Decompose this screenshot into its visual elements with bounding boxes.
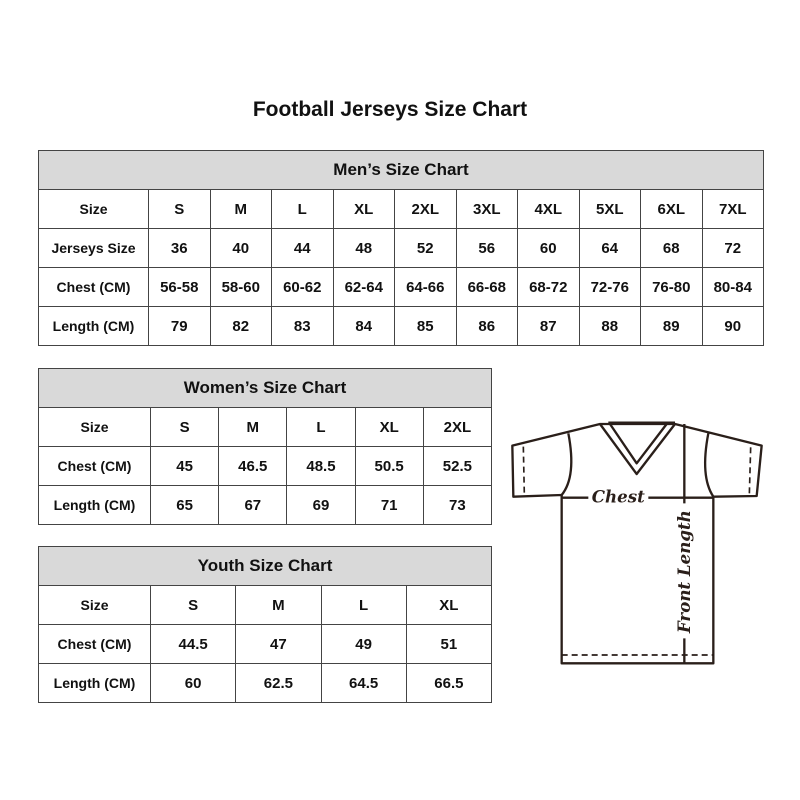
table-cell: 56	[455, 228, 518, 268]
table-cell: 52	[394, 228, 457, 268]
table-cell: 46.5	[218, 446, 288, 486]
table-caption: Women’s Size Chart	[38, 368, 492, 408]
table-cell: 49	[320, 624, 407, 664]
table-row: Size S M L XL 2XL 3XL 4XL 5XL 6XL 7XL	[38, 189, 764, 229]
row-label: Length (CM)	[38, 485, 151, 525]
table-cell: 36	[148, 228, 211, 268]
table-cell: L	[320, 585, 407, 625]
table-caption: Youth Size Chart	[38, 546, 492, 586]
row-label: Chest (CM)	[38, 624, 151, 664]
table-cell: 5XL	[578, 189, 641, 229]
row-label: Length (CM)	[38, 663, 151, 703]
table-cell: 51	[405, 624, 493, 664]
row-label: Size	[38, 189, 149, 229]
row-label: Chest (CM)	[38, 446, 151, 486]
table-cell: 84	[332, 306, 395, 346]
table-cell: 69	[286, 485, 356, 525]
table-cell: 72-76	[578, 267, 641, 307]
table-cell: 66.5	[405, 663, 493, 703]
table-cell: 4XL	[517, 189, 580, 229]
page-title: Football Jerseys Size Chart	[252, 98, 528, 121]
table-cell: 80-84	[701, 267, 764, 307]
table-cell: 6XL	[640, 189, 703, 229]
table-cell: 62-64	[332, 267, 395, 307]
row-label: Chest (CM)	[38, 267, 149, 307]
table-cell: 66-68	[455, 267, 518, 307]
table-cell: 58-60	[209, 267, 272, 307]
table-cell: 48	[332, 228, 395, 268]
table-cell: 62.5	[235, 663, 322, 703]
chest-label: Chest	[592, 486, 645, 506]
table-cell: 64-66	[394, 267, 457, 307]
table-cell: 40	[209, 228, 272, 268]
table-caption: Men’s Size Chart	[38, 150, 764, 190]
table-cell: L	[286, 407, 356, 447]
table-row: Chest (CM) 45 46.5 48.5 50.5 52.5	[38, 446, 493, 486]
womens-size-table: Women’s Size Chart Size S M L XL 2XL Chest (CM)…	[38, 368, 493, 525]
table-cell: 88	[578, 306, 641, 346]
table-cell: 76-80	[640, 267, 703, 307]
row-label: Size	[38, 585, 151, 625]
table-row: Chest (CM) 56-58 58-60 60-62 62-64 64-66 66-68…	[38, 267, 764, 307]
table-cell: 60	[517, 228, 580, 268]
jersey-diagram: Chest Front Length	[511, 421, 763, 665]
table-cell: L	[271, 189, 334, 229]
table-cell: 67	[218, 485, 288, 525]
table-cell: 2XL	[422, 407, 493, 447]
table-cell: XL	[332, 189, 395, 229]
table-cell: 82	[209, 306, 272, 346]
table-cell: 7XL	[701, 189, 764, 229]
table-cell: M	[209, 189, 272, 229]
table-row: Jerseys Size 36 40 44 48 52 56 60 64 68 72	[38, 228, 764, 268]
table-cell: 50.5	[354, 446, 424, 486]
table-cell: XL	[354, 407, 424, 447]
table-cell: 47	[235, 624, 322, 664]
table-cell: 68	[640, 228, 703, 268]
table-cell: S	[149, 585, 237, 625]
table-cell: 52.5	[422, 446, 493, 486]
table-cell: 60-62	[271, 267, 334, 307]
row-label: Length (CM)	[38, 306, 149, 346]
table-cell: 87	[517, 306, 580, 346]
table-cell: 90	[701, 306, 764, 346]
table-cell: 85	[394, 306, 457, 346]
collar	[599, 421, 676, 476]
table-cell: 2XL	[394, 189, 457, 229]
table-cell: 65	[149, 485, 220, 525]
front-length-label: Front Length	[674, 510, 694, 634]
table-cell: 60	[149, 663, 237, 703]
table-cell: 3XL	[455, 189, 518, 229]
table-cell: M	[235, 585, 322, 625]
table-cell: 44.5	[149, 624, 237, 664]
table-cell: 89	[640, 306, 703, 346]
table-cell: S	[148, 189, 211, 229]
row-label: Size	[38, 407, 151, 447]
table-cell: 68-72	[517, 267, 580, 307]
table-row: Length (CM) 65 67 69 71 73	[38, 485, 493, 525]
row-label: Jerseys Size	[38, 228, 149, 268]
table-row: Size S M L XL 2XL	[38, 407, 493, 447]
jersey-outline	[511, 422, 763, 665]
table-cell: XL	[405, 585, 493, 625]
table-cell: 64.5	[320, 663, 407, 703]
table-row: Length (CM) 79 82 83 84 85 86 87 88 89 90	[38, 306, 764, 346]
table-cell: 72	[701, 228, 764, 268]
table-cell: S	[149, 407, 220, 447]
table-cell: 48.5	[286, 446, 356, 486]
table-cell: 64	[578, 228, 641, 268]
mens-size-table: Men’s Size Chart Size S M L XL 2XL 3XL 4XL 5XL 6XL…	[38, 150, 764, 346]
table-cell: 73	[422, 485, 493, 525]
table-cell: 56-58	[148, 267, 211, 307]
table-row: Length (CM) 60 62.5 64.5 66.5	[38, 663, 493, 703]
table-cell: M	[218, 407, 288, 447]
youth-size-table: Youth Size Chart Size S M L XL Chest (CM) 44.5 4…	[38, 546, 493, 703]
table-row: Chest (CM) 44.5 47 49 51	[38, 624, 493, 664]
table-cell: 44	[271, 228, 334, 268]
table-cell: 79	[148, 306, 211, 346]
table-cell: 83	[271, 306, 334, 346]
table-cell: 86	[455, 306, 518, 346]
table-cell: 71	[354, 485, 424, 525]
table-row: Size S M L XL	[38, 585, 493, 625]
table-cell: 45	[149, 446, 220, 486]
